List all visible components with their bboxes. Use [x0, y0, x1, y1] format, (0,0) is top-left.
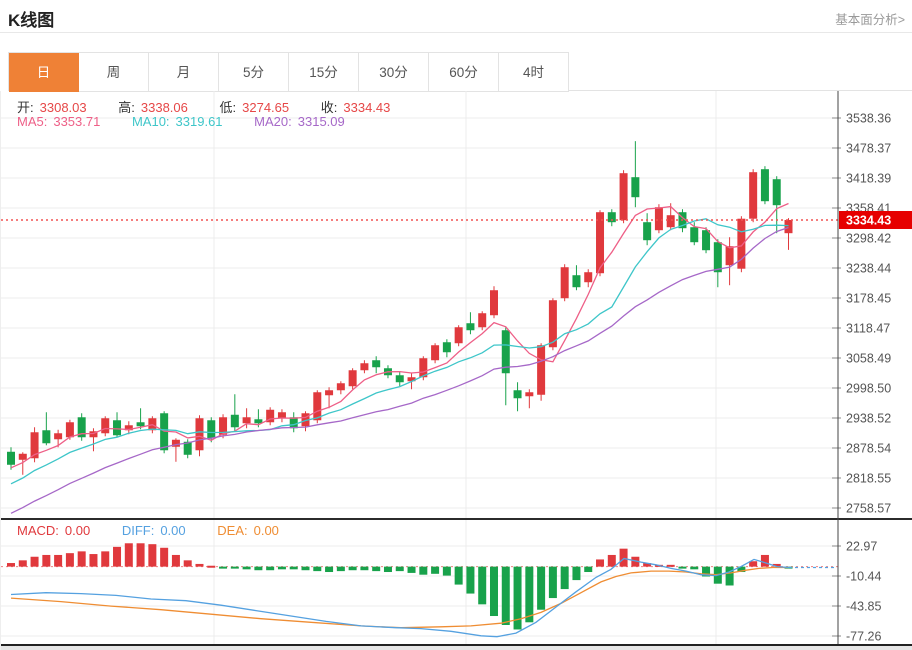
- svg-text:3538.36: 3538.36: [846, 112, 891, 126]
- svg-text:3478.37: 3478.37: [846, 142, 891, 156]
- close-label: 收:: [320, 100, 338, 115]
- svg-text:3058.49: 3058.49: [846, 352, 891, 366]
- svg-text:2758.57: 2758.57: [846, 502, 891, 516]
- diff-value: 0.00: [160, 523, 186, 538]
- svg-text:3238.44: 3238.44: [846, 262, 891, 276]
- svg-text:-43.85: -43.85: [846, 600, 881, 614]
- tab-day[interactable]: 日: [9, 53, 79, 92]
- ma10-label: MA10:: [131, 114, 170, 129]
- page-header: K线图 基本面分析>: [0, 0, 912, 33]
- svg-text:2938.52: 2938.52: [846, 412, 891, 426]
- svg-text:3178.45: 3178.45: [846, 292, 891, 306]
- ma20-label: MA20:: [254, 114, 292, 129]
- page-title: K线图: [8, 11, 55, 30]
- high-label: 高:: [118, 100, 135, 115]
- svg-text:22.97: 22.97: [846, 540, 877, 554]
- tab-30min[interactable]: 30分: [359, 53, 429, 92]
- chart-container: 3538.36 3478.37 3418.39 3358.41 3298.42 3238.…: [0, 91, 912, 650]
- svg-text:3298.42: 3298.42: [846, 232, 891, 246]
- tab-60min[interactable]: 60分: [429, 53, 499, 92]
- ohlc-legend: 开: 3308.03 高: 3338.06 低: 3274.65 收: 3334.43: [17, 97, 396, 116]
- macd-label: MACD:: [17, 523, 59, 538]
- ma5-label: MA5:: [17, 114, 48, 129]
- tab-week[interactable]: 周: [79, 53, 149, 92]
- macd-value: 0.00: [64, 523, 91, 538]
- ma5-value: 3353.71: [53, 114, 101, 129]
- svg-text:-77.26: -77.26: [846, 630, 881, 644]
- macd-legend: MACD: 0.00 DIFF: 0.00 DEA: 0.00: [17, 523, 285, 538]
- tabbar-filler: [568, 52, 912, 91]
- dea-value: 0.00: [253, 523, 279, 538]
- open-value: 3308.03: [39, 100, 87, 115]
- tab-4hour[interactable]: 4时: [499, 53, 569, 92]
- svg-text:-10.44: -10.44: [846, 570, 881, 584]
- tab-15min[interactable]: 15分: [289, 53, 359, 92]
- timeframe-tabbar: 日周月 5分 15分 30分 60分 4时: [8, 52, 569, 92]
- ma-legend: MA5: 3353.71 MA10: 3319.61 MA20: 3315.09: [17, 114, 351, 129]
- kline-chart-canvas[interactable]: 3538.363478.373418.393358.413298.423238.…: [1, 91, 912, 650]
- close-value: 3334.43: [343, 100, 391, 115]
- svg-text:3118.47: 3118.47: [846, 322, 890, 336]
- tab-5min[interactable]: 5分: [219, 53, 289, 92]
- diff-label: DIFF:: [121, 523, 155, 538]
- ma20-value: 3315.09: [297, 114, 345, 129]
- dea-label: DEA:: [217, 523, 248, 538]
- high-value: 3338.06: [140, 100, 188, 115]
- low-value: 3274.65: [242, 100, 290, 115]
- svg-text:2878.54: 2878.54: [846, 442, 891, 456]
- svg-text:2998.50: 2998.50: [846, 382, 891, 396]
- low-label: 低:: [219, 100, 237, 115]
- open-label: 开:: [17, 100, 34, 115]
- svg-text:3334.43: 3334.43: [846, 213, 891, 227]
- tab-month[interactable]: 月: [149, 53, 219, 92]
- ma10-value: 3319.61: [175, 114, 223, 129]
- svg-text:2818.55: 2818.55: [846, 472, 891, 486]
- svg-text:3418.39: 3418.39: [846, 172, 891, 186]
- fundamental-analysis-link[interactable]: 基本面分析>: [835, 13, 905, 27]
